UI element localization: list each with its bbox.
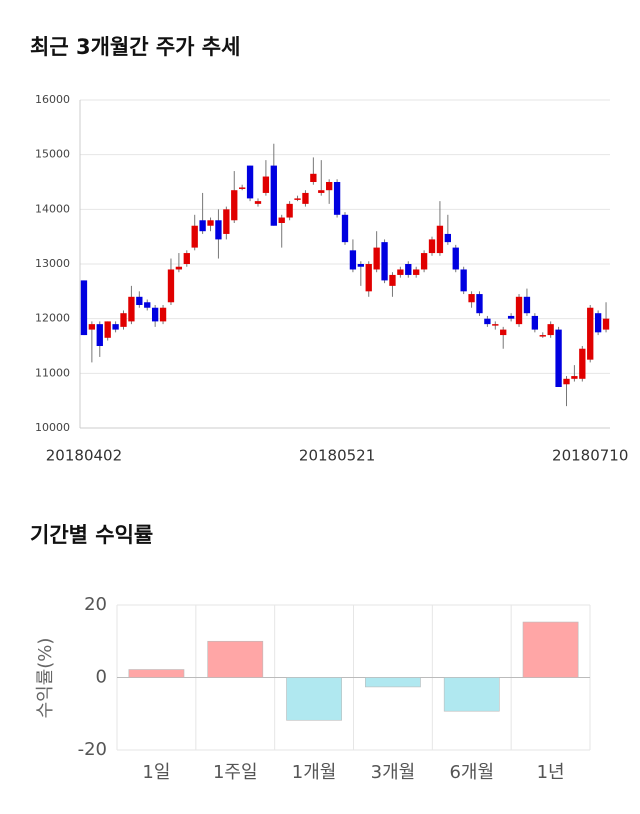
candle-body — [507, 315, 515, 319]
bar — [286, 677, 342, 721]
candle-body — [294, 198, 301, 200]
y-tick-label: 10000 — [35, 421, 70, 434]
candle-body — [104, 321, 111, 338]
y-tick-label: -20 — [78, 739, 107, 760]
y-axis-label: 수익률(%) — [35, 638, 56, 719]
y-tick-label: 14000 — [35, 202, 70, 215]
x-tick-label: 20180521 — [299, 447, 375, 465]
candle-body — [381, 242, 388, 281]
y-tick-label: 16000 — [35, 93, 70, 106]
candle-body — [539, 335, 546, 337]
x-tick-label: 20180402 — [46, 447, 122, 465]
chart-title: 기간별 수익률 — [30, 523, 153, 547]
x-tick-label: 6개월 — [449, 762, 494, 783]
candle-body — [468, 294, 475, 303]
candle-body — [594, 313, 602, 333]
candle-body — [555, 329, 562, 387]
candle-body — [318, 190, 325, 193]
candle-body — [436, 225, 444, 254]
candle-body — [144, 302, 151, 308]
candle-body — [136, 296, 143, 305]
candle-body — [602, 318, 610, 330]
chart-title: 최근 3개월간 주가 추세 — [30, 35, 240, 59]
candle-body — [223, 209, 230, 234]
candle-body — [563, 378, 570, 385]
candle-body — [444, 233, 451, 243]
candle-body — [428, 239, 436, 254]
candle-body — [484, 318, 491, 325]
candle-body — [476, 294, 483, 314]
candle-body — [531, 315, 539, 330]
y-tick-label: 20 — [84, 594, 107, 615]
candle-body — [207, 220, 214, 226]
x-tick-label: 1주일 — [213, 762, 258, 783]
candle-body — [341, 214, 349, 243]
candle-body — [405, 264, 412, 275]
candle-body — [239, 187, 246, 189]
candle-body — [96, 324, 103, 346]
candle-body — [183, 253, 190, 264]
candle-body — [515, 296, 523, 325]
candle-body — [128, 296, 135, 322]
x-tick-label: 1일 — [142, 762, 170, 783]
candle-body — [523, 296, 531, 314]
candle-body — [492, 324, 499, 326]
candle-body — [167, 269, 175, 303]
bar — [365, 677, 421, 688]
y-tick-label: 15000 — [35, 148, 70, 161]
bar — [128, 669, 185, 678]
candle-body — [413, 269, 420, 275]
y-tick-label: 11000 — [35, 366, 70, 379]
candle-body — [262, 176, 270, 193]
x-tick-label: 1개월 — [292, 762, 337, 783]
candle-body — [191, 225, 198, 248]
candle-body — [286, 203, 293, 218]
candle-body — [587, 307, 594, 360]
candle-body — [326, 182, 333, 191]
candle-body — [365, 264, 372, 292]
bar — [207, 640, 264, 678]
candle-body — [373, 247, 380, 270]
bar — [522, 621, 579, 678]
candle-body — [547, 324, 554, 336]
candle-body — [270, 165, 277, 226]
candle-body — [246, 165, 254, 199]
candle-body — [349, 250, 357, 270]
candle-body — [310, 173, 317, 182]
candle-body — [579, 348, 586, 379]
bar — [443, 677, 500, 712]
candle-body — [199, 220, 206, 232]
x-tick-label: 20180710 — [552, 447, 628, 465]
candle-body — [278, 217, 285, 223]
candle-body — [460, 269, 467, 292]
x-tick-label: 1년 — [537, 762, 565, 783]
candle-body — [397, 269, 404, 275]
candle-body — [333, 182, 341, 215]
candle-body — [215, 220, 222, 240]
candle-body — [500, 329, 507, 336]
candle-body — [231, 190, 238, 221]
candle-body — [254, 201, 262, 204]
candle-body — [112, 324, 119, 330]
candle-body — [175, 266, 183, 270]
y-tick-label: 12000 — [35, 312, 70, 325]
candle-body — [389, 274, 396, 286]
x-tick-label: 3개월 — [371, 762, 416, 783]
candle-body — [302, 192, 309, 204]
candle-body — [80, 280, 88, 336]
candle-body — [420, 253, 428, 270]
candle-body — [151, 307, 159, 322]
y-tick-label: 13000 — [35, 257, 70, 270]
y-tick-label: 0 — [96, 667, 107, 688]
candle-body — [357, 264, 364, 267]
candle-body — [120, 313, 127, 327]
candle-body — [571, 376, 578, 379]
candle-body — [159, 307, 167, 322]
candle-body — [452, 247, 459, 270]
candle-body — [88, 324, 96, 330]
